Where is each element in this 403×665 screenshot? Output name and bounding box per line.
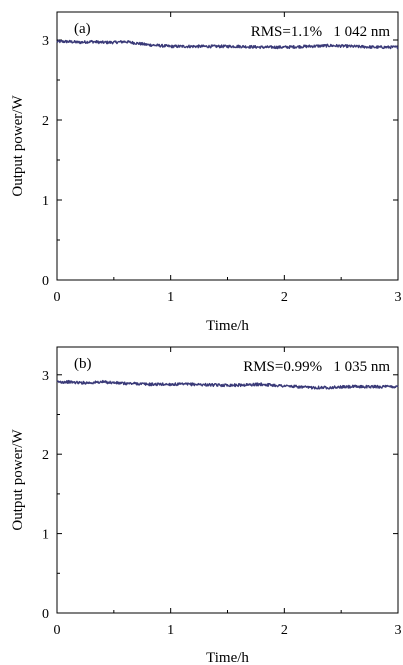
x-axis-title: Time/h xyxy=(206,650,249,665)
y-tick-label: 0 xyxy=(42,607,49,622)
y-tick-label: 3 xyxy=(42,34,49,49)
rms-annotation: RMS=1.1% 1 042 nm xyxy=(251,24,391,40)
series-line xyxy=(56,379,399,390)
y-axis-title: Output power/W xyxy=(10,95,26,197)
x-tick-label: 3 xyxy=(395,623,402,638)
x-axis-title: Time/h xyxy=(206,318,249,334)
y-tick-label: 3 xyxy=(42,369,49,384)
panel-b: 0 1 2 3 0 1 2 3 (b) RMS=0.99% 1 035 nm Time/h Outpu… xyxy=(10,346,402,665)
y-tick-label: 1 xyxy=(42,194,49,209)
x-tick-label: 1 xyxy=(167,623,174,638)
panel-label: (b) xyxy=(74,356,92,372)
x-tick-label: 0 xyxy=(54,623,61,638)
x-tick-label: 2 xyxy=(281,290,288,305)
x-tick-label: 1 xyxy=(167,290,174,305)
y-tick-label: 0 xyxy=(42,274,49,289)
y-tick-label: 2 xyxy=(42,448,49,463)
x-tick-label: 3 xyxy=(395,290,402,305)
panel-label: (a) xyxy=(74,21,91,37)
y-tick-label: 1 xyxy=(42,528,49,543)
x-tick-label: 2 xyxy=(281,623,288,638)
rms-annotation: RMS=0.99% 1 035 nm xyxy=(243,359,390,375)
plot-frame xyxy=(56,11,399,281)
series-line xyxy=(56,39,399,50)
y-axis-title: Output power/W xyxy=(10,429,26,531)
y-tick-label: 2 xyxy=(42,114,49,129)
panel-a: 0 1 2 3 0 1 2 3 (a) RMS=1.1% 1 042 nm Time/h Output… xyxy=(10,11,402,334)
x-tick-label: 0 xyxy=(54,290,61,305)
